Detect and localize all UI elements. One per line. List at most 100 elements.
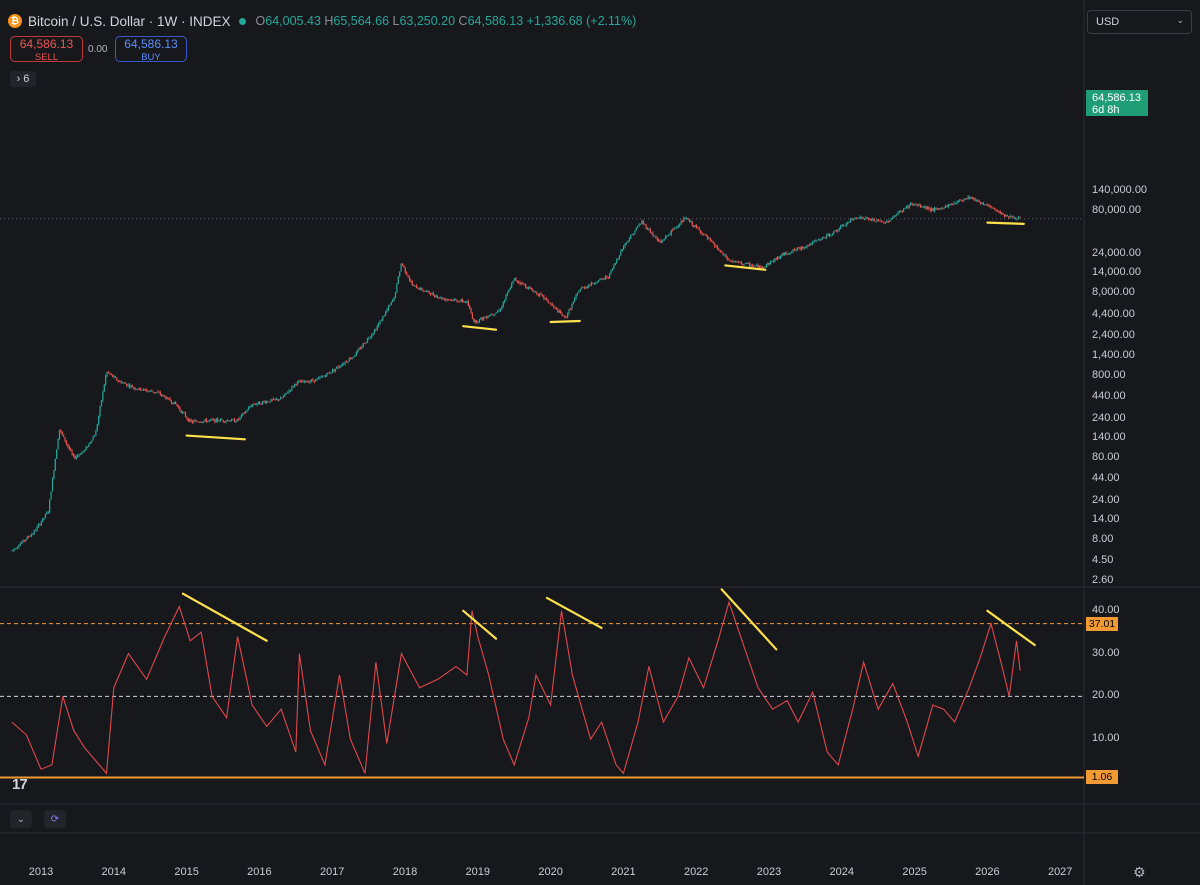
candle-body <box>92 436 94 441</box>
candle-body <box>966 198 968 200</box>
candle-body <box>242 413 244 415</box>
candle-body <box>651 232 653 234</box>
candle-body <box>705 234 707 236</box>
candle-body <box>91 440 93 443</box>
candle-body <box>243 413 245 414</box>
candle-body <box>372 333 374 335</box>
candle-body <box>827 233 829 236</box>
candle-body <box>971 197 973 199</box>
candle-body <box>140 387 142 391</box>
oscillator-line <box>11 600 1021 775</box>
candle-body <box>466 301 468 303</box>
candle-body <box>285 392 287 394</box>
candle-body <box>383 315 385 317</box>
candle-body <box>838 228 840 231</box>
candle-body <box>51 478 54 492</box>
candle-body <box>537 294 539 296</box>
candle-body <box>236 419 238 422</box>
candle-body <box>698 228 700 231</box>
candle-body <box>224 421 226 423</box>
candle-body <box>308 381 310 383</box>
candle-body <box>978 201 980 203</box>
price-tick-label: 14,000.00 <box>1092 266 1141 279</box>
candle-body <box>750 265 752 267</box>
candle-body <box>109 372 111 375</box>
candle-body <box>732 260 734 262</box>
collapse-pane-button[interactable]: ⌄ <box>10 810 32 828</box>
candle-body <box>492 314 495 316</box>
candle-body <box>945 206 947 208</box>
candle-body <box>607 277 609 279</box>
tradingview-logo[interactable]: 17 <box>12 776 28 793</box>
candle-body <box>25 539 27 541</box>
candle-body <box>354 355 356 357</box>
indicators-toggle[interactable]: › 6 <box>10 71 36 87</box>
currency-select[interactable]: USD ⌄ <box>1087 10 1192 34</box>
candle-body <box>511 283 513 289</box>
high-key: H <box>324 14 334 28</box>
candle-body <box>210 419 212 421</box>
candle-body <box>128 384 131 388</box>
candle-body <box>576 292 579 295</box>
candle-body <box>317 377 320 379</box>
candle-body <box>996 210 999 212</box>
candle-body <box>494 313 496 315</box>
chevron-down-icon: ⌄ <box>16 813 26 825</box>
candle-body <box>217 418 219 422</box>
candle-body <box>1008 216 1010 218</box>
candle-body <box>175 402 177 405</box>
sell-button[interactable]: 64,586.13 SELL <box>10 36 83 63</box>
candle-body <box>786 253 789 255</box>
settings-gear-icon[interactable]: ⚙ <box>1133 864 1146 880</box>
symbol-title[interactable]: Bitcoin / U.S. Dollar · 1W · INDEX <box>28 13 231 29</box>
candle-body <box>225 420 227 422</box>
candle-body <box>509 288 511 290</box>
candle-body <box>907 206 909 208</box>
candle-body <box>44 514 47 518</box>
candle-body <box>707 235 709 239</box>
candle-body <box>845 223 847 226</box>
candle-body <box>561 313 563 316</box>
candle-body <box>471 313 474 319</box>
candle-body <box>847 222 849 224</box>
candle-body <box>672 229 674 231</box>
candle-body <box>704 234 706 235</box>
candle-body <box>267 401 269 403</box>
candle-body <box>770 261 772 265</box>
candle-body <box>182 411 184 413</box>
candle-body <box>266 401 268 403</box>
candle-body <box>457 301 460 303</box>
candle-body <box>833 231 835 235</box>
candle-body <box>155 392 157 393</box>
candle-body <box>754 265 756 267</box>
candle-body <box>64 437 66 442</box>
candle-body <box>427 290 429 292</box>
candle-body <box>373 329 376 334</box>
candle-body <box>345 361 348 363</box>
candle-body <box>110 374 112 375</box>
candle-body <box>855 217 857 219</box>
candle-body <box>36 526 38 531</box>
high-value: 65,564.66 <box>333 14 390 28</box>
candle-body <box>693 225 695 227</box>
candle-body <box>355 352 357 356</box>
candle-body <box>484 317 486 318</box>
buy-button[interactable]: 64,586.13 BUY <box>115 36 187 63</box>
candle-body <box>330 372 332 374</box>
oscillator-tick-label: 40.00 <box>1092 603 1120 616</box>
refresh-button[interactable]: ⟳ <box>44 810 66 828</box>
candle-body <box>448 299 450 301</box>
candle-body <box>751 265 754 267</box>
candle-body <box>29 536 31 537</box>
candle-body <box>249 406 251 408</box>
candle-body <box>639 223 642 225</box>
candle-body <box>203 421 205 422</box>
candle-body <box>826 235 828 238</box>
candle-body <box>940 207 943 209</box>
candle-body <box>103 384 105 392</box>
candle-body <box>432 292 434 296</box>
candle-body <box>407 275 409 278</box>
candle-body <box>245 411 247 414</box>
candle-body <box>579 289 581 292</box>
